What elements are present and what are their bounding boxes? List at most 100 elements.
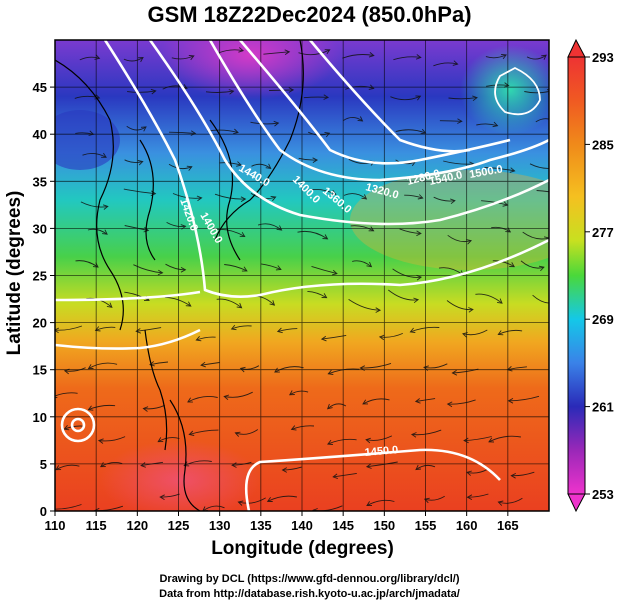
streamline-arrowhead xyxy=(290,425,297,431)
streamline-arrowhead xyxy=(327,439,333,445)
streamline xyxy=(475,293,503,304)
streamline xyxy=(216,298,242,309)
streamline xyxy=(452,368,479,374)
streamline xyxy=(404,194,423,199)
streamline xyxy=(311,265,338,275)
streamline-arrowhead xyxy=(466,494,473,500)
streamline-arrowhead xyxy=(200,361,206,368)
credit-line-2: Data from http://database.rish.kyoto-u.a… xyxy=(159,588,460,600)
streamline xyxy=(187,396,218,403)
streamline-arrowhead xyxy=(452,60,459,66)
streamline xyxy=(55,392,78,397)
streamline-arrowhead xyxy=(361,194,368,200)
streamline xyxy=(64,425,85,430)
streamline-arrowhead xyxy=(509,167,516,173)
streamline xyxy=(224,264,248,272)
streamline-arrowhead xyxy=(362,399,368,405)
streamline xyxy=(87,228,108,235)
streamline-arrowhead xyxy=(274,367,280,373)
streamline-arrowhead xyxy=(550,301,555,306)
x-tick-label: 155 xyxy=(415,518,437,533)
streamline xyxy=(79,56,100,61)
streamline xyxy=(399,228,421,234)
streamline-arrowhead xyxy=(468,307,474,313)
y-tick-label: 0 xyxy=(40,504,47,519)
streamline-arrowhead xyxy=(233,128,239,135)
streamline-arrowhead xyxy=(186,165,193,171)
streamline xyxy=(366,461,398,468)
streamline xyxy=(390,95,421,101)
streamline xyxy=(423,363,448,369)
colorbar-tick-label: 293 xyxy=(592,50,614,65)
streamline-arrowhead xyxy=(149,361,155,367)
streamline-arrowhead xyxy=(63,425,70,431)
colorbar-bottom-arrow xyxy=(567,493,586,513)
streamline xyxy=(466,468,488,474)
streamline xyxy=(232,461,252,466)
streamline xyxy=(274,366,304,373)
streamline-arrowhead xyxy=(322,234,329,240)
streamline-arrowhead xyxy=(466,239,472,245)
streamline-arrowhead xyxy=(236,302,243,309)
contour-label: 1450.0 xyxy=(364,444,399,459)
streamline-arrowhead xyxy=(320,335,327,342)
streamline xyxy=(362,398,390,405)
streamline xyxy=(251,163,271,169)
streamline xyxy=(486,84,509,87)
streamline-arrowhead xyxy=(102,229,108,235)
colorbar-tick-label: 269 xyxy=(592,312,614,327)
streamline-arrowhead xyxy=(150,88,157,95)
streamline-arrowhead xyxy=(463,437,469,444)
streamline xyxy=(366,499,395,506)
streamline-arrowhead xyxy=(266,496,273,502)
streamline xyxy=(462,329,488,336)
y-tick-label: 10 xyxy=(33,410,47,425)
streamline xyxy=(507,366,527,371)
streamline-arrowhead xyxy=(157,269,164,276)
streamline-arrowhead xyxy=(88,130,95,136)
x-tick-label: 125 xyxy=(168,518,190,533)
streamline xyxy=(424,495,445,501)
wind-streamlines xyxy=(55,47,555,511)
streamline-arrowhead xyxy=(228,89,235,95)
streamline xyxy=(327,438,357,445)
streamline-arrowhead xyxy=(276,327,283,334)
y-tick-label: 20 xyxy=(33,316,47,331)
x-axis-ticks: 110 115 120 125 130 135 140 145 150 155 160 165 xyxy=(45,511,519,533)
streamline xyxy=(224,391,253,398)
streamline-arrowhead xyxy=(157,437,164,443)
y-tick-label: 45 xyxy=(33,80,47,95)
streamline xyxy=(80,201,108,208)
streamline-arrowhead xyxy=(332,473,338,480)
streamline xyxy=(511,471,535,477)
x-tick-label: 120 xyxy=(126,518,148,533)
streamline xyxy=(124,291,150,301)
streamline xyxy=(298,157,318,161)
streamline-arrowhead xyxy=(239,231,246,237)
streamline-arrowhead xyxy=(97,438,104,444)
x-tick-label: 115 xyxy=(86,518,107,533)
streamline xyxy=(415,464,436,470)
streamline xyxy=(75,132,94,135)
streamline xyxy=(88,404,116,411)
streamline xyxy=(98,436,126,442)
colorbar-tick-label: 277 xyxy=(592,225,614,240)
streamline xyxy=(298,49,330,56)
streamline-arrowhead xyxy=(457,118,463,124)
coastlines xyxy=(55,40,304,511)
streamline-arrowhead xyxy=(223,394,230,401)
streamline xyxy=(124,159,143,164)
streamline-arrowhead xyxy=(324,132,331,138)
streamline-arrowhead xyxy=(368,84,375,90)
streamline xyxy=(464,436,492,442)
streamline-arrowhead xyxy=(415,95,422,101)
streamline-arrowhead xyxy=(368,226,375,232)
streamline xyxy=(168,163,192,170)
streamline-arrowhead xyxy=(488,437,495,443)
streamline-arrowhead xyxy=(231,462,237,468)
streamline xyxy=(388,289,419,301)
streamline-arrowhead xyxy=(510,472,517,479)
streamline xyxy=(485,54,507,59)
x-tick-label: 150 xyxy=(373,518,395,533)
streamline-arrowhead xyxy=(366,501,372,507)
